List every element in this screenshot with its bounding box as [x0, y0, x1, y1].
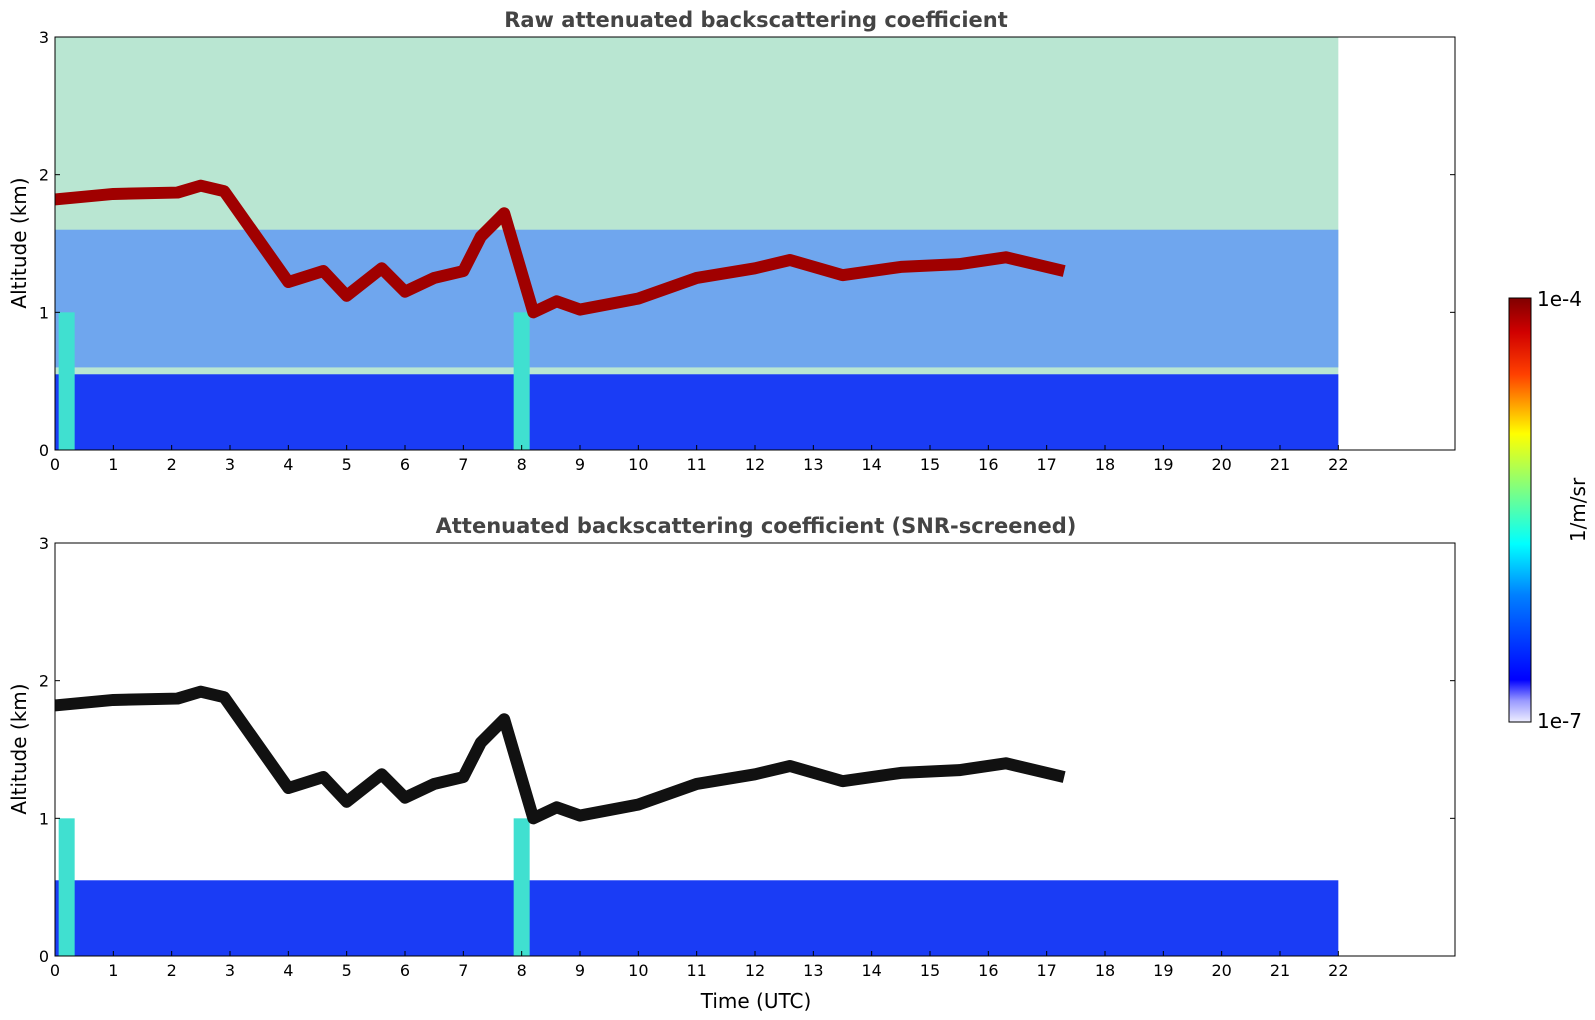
cloud-layer-trace	[54, 685, 1066, 825]
y-tick-label: 3	[39, 534, 49, 553]
y-tick-label: 1	[39, 809, 49, 828]
x-tick-label: 13	[803, 455, 823, 474]
x-tick-label: 15	[920, 455, 940, 474]
colorbar-units-label: 1/m/sr	[1566, 477, 1590, 542]
x-tick-label: 1	[108, 455, 118, 474]
x-tick-label: 6	[400, 455, 410, 474]
cloud-layer-trace	[54, 179, 1066, 319]
x-tick-label: 4	[283, 961, 293, 980]
x-tick-label: 0	[50, 961, 60, 980]
colorbar-gradient	[1508, 297, 1532, 723]
y-tick-label: 0	[39, 441, 49, 460]
screened-y-axis-label: Altitude (km)	[7, 683, 31, 814]
screened-x-ticks: 0 1 2 3 4 5 6 7 8 9 10 11 12 13 14 15 16 17 18 19 20 21 22	[50, 951, 1349, 980]
raw-x-ticks: 0 1 2 3 4 5 6 7 8 9 10 11 12 13 14 15 16 17 18 19 20 21 22	[50, 445, 1349, 474]
y-tick-label: 2	[39, 672, 49, 691]
screened-panel-title: Attenuated backscattering coefficient (S…	[436, 514, 1077, 538]
x-tick-label: 21	[1270, 455, 1290, 474]
x-tick-label: 11	[686, 961, 706, 980]
x-tick-label: 20	[1211, 455, 1231, 474]
raw-panel: Raw attenuated backscattering coefficien…	[7, 8, 1456, 474]
x-tick-label: 12	[745, 455, 765, 474]
x-tick-label: 2	[167, 961, 177, 980]
colorbar-min-label: 1e-7	[1537, 709, 1582, 733]
x-tick-label: 13	[803, 961, 823, 980]
x-tick-label: 21	[1270, 961, 1290, 980]
raw-heatmap-area	[54, 37, 1339, 450]
x-tick-label: 19	[1153, 455, 1173, 474]
x-tick-label: 14	[861, 961, 881, 980]
dense-column	[58, 818, 75, 956]
x-tick-label: 5	[342, 455, 352, 474]
x-tick-label: 4	[283, 455, 293, 474]
x-tick-label: 2	[167, 455, 177, 474]
x-tick-label: 19	[1153, 961, 1173, 980]
x-tick-label: 22	[1328, 961, 1348, 980]
x-tick-label: 6	[400, 961, 410, 980]
dense-column	[58, 312, 75, 450]
y-tick-label: 3	[39, 28, 49, 47]
x-tick-label: 16	[978, 455, 998, 474]
dense-column	[513, 818, 530, 956]
y-tick-label: 1	[39, 303, 49, 322]
raw-y-axis-label: Altitude (km)	[7, 177, 31, 308]
x-tick-label: 1	[108, 961, 118, 980]
x-tick-label: 0	[50, 455, 60, 474]
screened-panel: Attenuated backscattering coefficient (S…	[7, 514, 1456, 1013]
raw-y-ticks: 0 1 2 3	[39, 28, 1455, 460]
x-tick-label: 16	[978, 961, 998, 980]
x-tick-label: 8	[517, 455, 527, 474]
x-tick-label: 5	[342, 961, 352, 980]
dense-column	[513, 312, 530, 450]
x-tick-label: 18	[1095, 455, 1115, 474]
screened-y-ticks: 0 1 2 3	[39, 534, 1455, 966]
x-tick-label: 7	[458, 455, 468, 474]
x-tick-label: 12	[745, 961, 765, 980]
x-tick-label: 18	[1095, 961, 1115, 980]
x-tick-label: 3	[225, 961, 235, 980]
raw-noise-middle	[55, 229, 1339, 368]
x-tick-label: 10	[628, 455, 648, 474]
y-tick-label: 2	[39, 166, 49, 185]
screened-boundary-layer	[55, 880, 1339, 956]
x-tick-label: 17	[1036, 961, 1056, 980]
screened-heatmap-area	[54, 685, 1339, 956]
x-tick-label: 9	[575, 455, 585, 474]
x-tick-label: 10	[628, 961, 648, 980]
x-tick-label: 11	[686, 455, 706, 474]
raw-panel-title: Raw attenuated backscattering coefficien…	[504, 8, 1008, 32]
x-tick-label: 3	[225, 455, 235, 474]
colorbar: 1e-4 1e-7 1/m/sr	[1508, 287, 1590, 733]
x-tick-label: 15	[920, 961, 940, 980]
x-tick-label: 8	[517, 961, 527, 980]
x-tick-label: 22	[1328, 455, 1348, 474]
x-tick-label: 7	[458, 961, 468, 980]
raw-boundary-layer	[55, 374, 1339, 450]
x-tick-label: 20	[1211, 961, 1231, 980]
y-tick-label: 0	[39, 947, 49, 966]
x-axis-label: Time (UTC)	[700, 989, 812, 1013]
x-tick-label: 17	[1036, 455, 1056, 474]
x-tick-label: 14	[861, 455, 881, 474]
colorbar-max-label: 1e-4	[1537, 287, 1582, 311]
x-tick-label: 9	[575, 961, 585, 980]
